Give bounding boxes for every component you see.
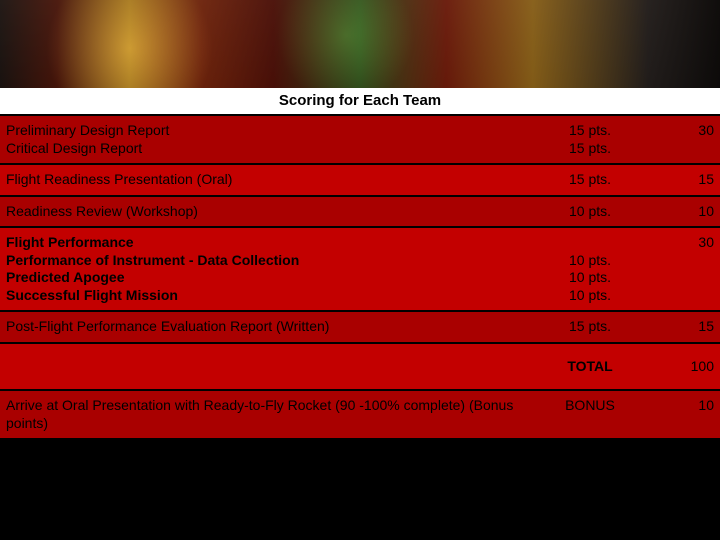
row-points: 10 pts.10 pts.10 pts. (520, 228, 660, 310)
row-score: 30 (660, 228, 720, 310)
row-score: 30 (660, 116, 720, 163)
table-row: Readiness Review (Workshop)10 pts.10 (0, 197, 720, 227)
row-description: Post-Flight Performance Evaluation Repor… (0, 312, 520, 342)
bonus-value: 10 (660, 391, 720, 438)
row-points: 15 pts.15 pts. (520, 116, 660, 163)
total-row: TOTAL 100 (0, 344, 720, 390)
total-value: 100 (660, 352, 720, 382)
table-row: Flight PerformancePerformance of Instrum… (0, 228, 720, 310)
bonus-row: Arrive at Oral Presentation with Ready-t… (0, 391, 720, 438)
row-description: Flight PerformancePerformance of Instrum… (0, 228, 520, 310)
row-score: 15 (660, 165, 720, 195)
total-label: TOTAL (520, 352, 660, 382)
row-description: Preliminary Design ReportCritical Design… (0, 116, 520, 163)
table-row: Preliminary Design ReportCritical Design… (0, 116, 720, 163)
table-row: Flight Readiness Presentation (Oral)15 p… (0, 165, 720, 195)
row-points: 15 pts. (520, 312, 660, 342)
scoring-table: Preliminary Design ReportCritical Design… (0, 116, 720, 344)
page-title: Scoring for Each Team (0, 88, 720, 114)
bonus-desc: Arrive at Oral Presentation with Ready-t… (0, 391, 520, 438)
table-row: Post-Flight Performance Evaluation Repor… (0, 312, 720, 342)
row-points: 15 pts. (520, 165, 660, 195)
banner-image (0, 0, 720, 88)
bonus-label: BONUS (520, 391, 660, 438)
row-score: 10 (660, 197, 720, 227)
row-score: 15 (660, 312, 720, 342)
row-description: Readiness Review (Workshop) (0, 197, 520, 227)
row-points: 10 pts. (520, 197, 660, 227)
row-description: Flight Readiness Presentation (Oral) (0, 165, 520, 195)
